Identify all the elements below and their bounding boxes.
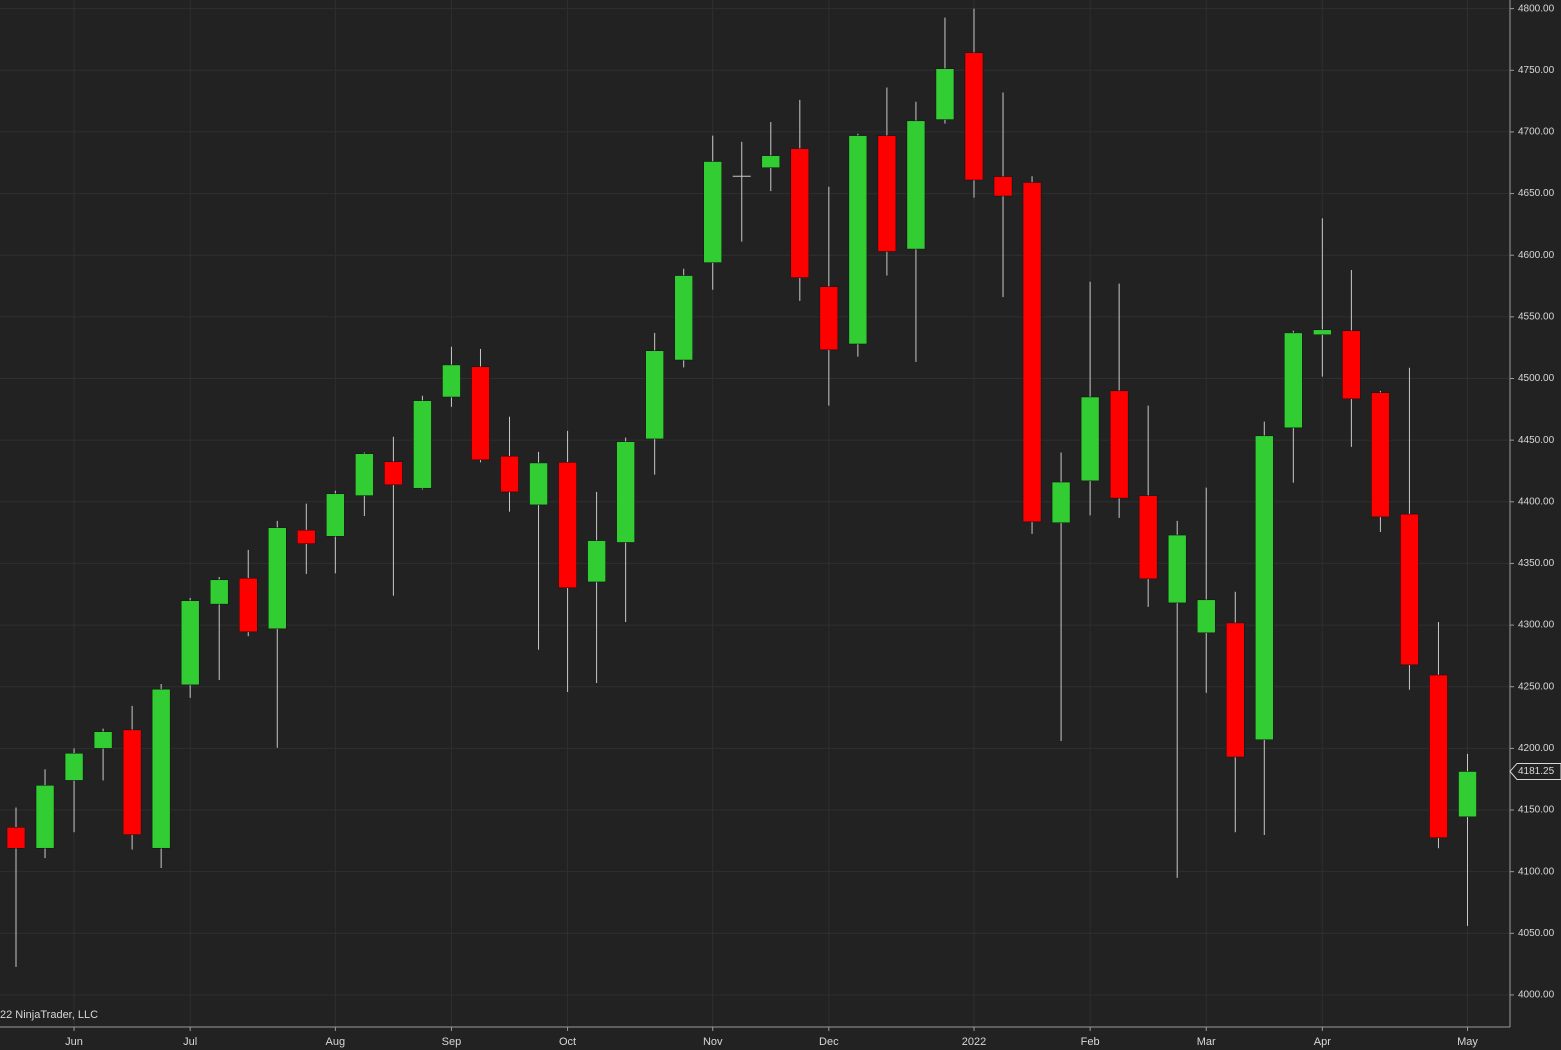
candle-body (93, 731, 113, 749)
y-tick-label: 4200.00 (1518, 743, 1555, 754)
y-tick-label: 4350.00 (1518, 558, 1555, 569)
x-tick-label: Nov (703, 1036, 723, 1048)
candle-body (268, 527, 287, 630)
y-tick-label: 4800.00 (1518, 3, 1555, 14)
y-tick-label: 4650.00 (1518, 188, 1555, 199)
candle-body (964, 52, 984, 181)
candle-body (790, 148, 810, 278)
candle-body (674, 275, 693, 361)
candle-body (384, 461, 403, 486)
y-tick-label: 4150.00 (1518, 805, 1555, 816)
x-tick-label: 2022 (962, 1036, 986, 1048)
x-tick-label: Aug (326, 1036, 346, 1048)
candle-body (1458, 771, 1477, 818)
candle-body (1196, 599, 1216, 634)
x-tick-label: Jun (65, 1036, 83, 1048)
x-tick-label: May (1457, 1036, 1478, 1048)
candle-body (1313, 329, 1332, 335)
candle-body (6, 827, 26, 849)
candle-body (500, 455, 519, 493)
candle-body (209, 579, 229, 605)
candle-body (935, 68, 955, 120)
candle-body (442, 364, 461, 398)
y-tick-label: 4600.00 (1518, 250, 1555, 261)
candle-body (413, 400, 432, 489)
grid (0, 0, 1510, 1027)
x-tick-label: Apr (1314, 1036, 1331, 1048)
candle-body (355, 453, 374, 496)
x-tick-label: Feb (1081, 1036, 1100, 1048)
y-tick-label: 4550.00 (1518, 311, 1555, 322)
candle-body (35, 785, 55, 849)
y-tick-label: 4300.00 (1518, 620, 1555, 631)
y-tick-label: 4500.00 (1518, 373, 1555, 384)
candle-body (1167, 534, 1187, 604)
last-price-marker (1509, 762, 1561, 780)
y-tick-label: 4700.00 (1518, 127, 1555, 138)
y-tick-label: 4400.00 (1518, 496, 1555, 507)
x-tick-label: Oct (559, 1036, 576, 1048)
candle-body (1429, 674, 1448, 839)
axes: 4000.00 4050.00 4100.00 4150.00 4200.00 4250.… (65, 3, 1561, 1048)
x-tick-label: Sep (442, 1036, 462, 1048)
candle-body (993, 176, 1013, 197)
candle-body (645, 350, 664, 440)
candle-body (1051, 481, 1071, 523)
candle-body (151, 688, 171, 849)
y-tick-label: 4100.00 (1518, 866, 1555, 877)
y-tick-label: 4750.00 (1518, 65, 1555, 76)
candle-body (1109, 390, 1129, 499)
x-tick-label: Dec (819, 1036, 839, 1048)
candle-body (819, 286, 839, 351)
candle-body (877, 135, 897, 252)
candle-body (761, 155, 781, 168)
candle-body (326, 493, 345, 537)
candle-body (1284, 332, 1303, 429)
candle-body (587, 540, 606, 583)
last-price-label: 4181.25 (1518, 766, 1555, 777)
watermark: 22 NinjaTrader, LLC (0, 1009, 98, 1021)
y-tick-label: 4250.00 (1518, 681, 1555, 692)
candle-body (64, 753, 84, 781)
candle-body (1080, 396, 1100, 482)
candle-body (529, 462, 548, 506)
y-tick-label: 4050.00 (1518, 928, 1555, 939)
x-tick-label: Mar (1197, 1036, 1216, 1048)
candle-body (238, 577, 258, 633)
candle-body (703, 161, 722, 263)
candle-body (1138, 495, 1158, 580)
candle-body (906, 120, 926, 250)
candle-body (1400, 513, 1419, 666)
candle-body (848, 135, 868, 345)
candle-body (180, 600, 200, 686)
candle-body (1342, 330, 1361, 400)
candle-body (1255, 435, 1274, 740)
candle-body (1022, 182, 1042, 523)
candle-body (1371, 392, 1390, 518)
candle-body (471, 366, 490, 461)
candles (6, 8, 1477, 967)
y-tick-label: 4450.00 (1518, 435, 1555, 446)
candle-body (1226, 622, 1245, 758)
candle-body (558, 462, 577, 589)
candle-body (122, 729, 142, 835)
candle-body (616, 441, 635, 543)
candle-body (297, 529, 316, 544)
x-tick-label: Jul (183, 1036, 197, 1048)
y-tick-label: 4000.00 (1518, 990, 1555, 1001)
